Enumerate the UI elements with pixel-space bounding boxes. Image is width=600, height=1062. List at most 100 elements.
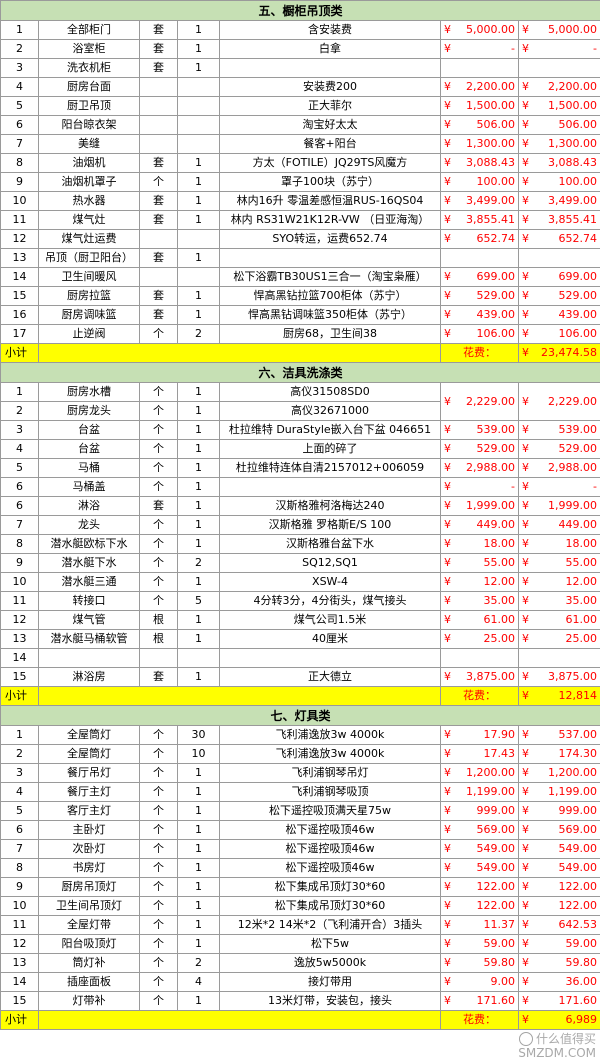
currency-symbol: ¥ xyxy=(444,670,451,683)
line-amount: ¥61.00 xyxy=(517,610,600,630)
row-number: 9 xyxy=(0,877,39,897)
amount-value: 18.00 xyxy=(483,537,516,550)
amount-value: - xyxy=(511,480,515,493)
subtotal-spacer xyxy=(38,686,441,706)
currency-symbol: ¥ xyxy=(522,804,529,817)
table-row: 14 卫生间暖风 松下浴霸TB30US1三合一（淘宝枭雁） ¥699.00 ¥699.0… xyxy=(0,267,600,287)
amount-value: 61.00 xyxy=(565,613,598,626)
row-number: 15 xyxy=(0,667,39,687)
item-name: 主卧灯 xyxy=(38,820,140,840)
item-description: 40厘米 xyxy=(219,629,441,649)
item-name: 餐厅主灯 xyxy=(38,782,140,802)
currency-symbol: ¥ xyxy=(444,785,451,798)
table-row: 11 煤气灶套 1 林内 RS31W21K12R-VW （日亚海淘） ¥3,855.41… xyxy=(0,210,600,230)
item-name: 煤气灶 xyxy=(38,210,140,230)
amount-value: 3,088.43 xyxy=(466,156,515,169)
line-amount: ¥549.00 xyxy=(517,839,600,859)
currency-symbol: ¥ xyxy=(444,99,451,112)
line-amount: ¥2,200.00 xyxy=(517,77,600,97)
unit-price: ¥999.00 xyxy=(440,801,519,821)
amount-value: 3,855.41 xyxy=(548,213,598,226)
currency-symbol: ¥ xyxy=(522,118,529,131)
item-name: 美缝 xyxy=(38,134,140,154)
amount-value: 449.00 xyxy=(476,518,516,531)
amount-value: 100.00 xyxy=(558,175,598,188)
currency-symbol: ¥ xyxy=(444,289,451,302)
currency-symbol: ¥ xyxy=(522,213,529,226)
item-description: 方太（FOTILE）JQ29TS风魔方 xyxy=(219,153,441,173)
table-row: 9 油烟机罩子个 1 罩子100块（苏宁） ¥100.00 ¥100.00 xyxy=(0,172,600,192)
table-row: 12 煤气管根 1 煤气公司1.5米 ¥61.00 ¥61.00 xyxy=(0,610,600,630)
item-name: 马桶盖 xyxy=(38,477,140,497)
unit-price: ¥106.00 xyxy=(440,324,519,344)
currency-symbol: ¥ xyxy=(444,804,451,817)
section-header: 七、灯具类 xyxy=(0,705,600,726)
amount-value: 5,000.00 xyxy=(466,23,515,36)
item-unit: 个 xyxy=(139,934,178,954)
item-name: 厨房拉篮 xyxy=(38,286,140,306)
line-amount: ¥5,000.00 xyxy=(517,20,600,40)
amount-value: 122.00 xyxy=(476,880,516,893)
row-number: 4 xyxy=(0,439,39,459)
line-amount: ¥100.00 xyxy=(517,172,600,192)
amount-value: 529.00 xyxy=(558,289,598,302)
item-quantity: 1 xyxy=(177,782,220,802)
amount-value: 1,500.00 xyxy=(466,99,515,112)
item-description: 松下遥控吸顶46w xyxy=(219,839,441,859)
currency-symbol: ¥ xyxy=(522,861,529,874)
currency-symbol: ¥ xyxy=(444,728,451,741)
item-unit: 套 xyxy=(139,58,178,78)
item-unit: 个 xyxy=(139,782,178,802)
unit-price: ¥529.00 xyxy=(440,439,519,459)
item-description: SQ12,SQ1 xyxy=(219,553,441,573)
line-amount: ¥59.80 xyxy=(517,953,600,973)
amount-value: 3,855.41 xyxy=(466,213,515,226)
row-number: 9 xyxy=(0,553,39,573)
amount-value: 506.00 xyxy=(476,118,516,131)
item-description: 悍高黑钻调味篮350柜体（苏宁） xyxy=(219,305,441,325)
currency-symbol: ¥ xyxy=(522,747,529,760)
item-unit: 个 xyxy=(139,820,178,840)
item-name: 厨房台面 xyxy=(38,77,140,97)
table-row: 17 止逆阀个 2 厨房68，卫生间38 ¥106.00 ¥106.00 xyxy=(0,324,600,344)
unit-price: ¥549.00 xyxy=(440,839,519,859)
currency-symbol: ¥ xyxy=(444,499,451,512)
item-quantity: 1 xyxy=(177,896,220,916)
unit-price: ¥569.00 xyxy=(440,820,519,840)
item-quantity: 1 xyxy=(177,496,220,516)
currency-symbol: ¥ xyxy=(444,766,451,779)
row-number: 17 xyxy=(0,324,39,344)
item-name: 厨房调味篮 xyxy=(38,305,140,325)
line-amount: ¥699.00 xyxy=(517,267,600,287)
line-amount: ¥1,200.00 xyxy=(517,763,600,783)
currency-symbol: ¥ xyxy=(444,956,451,969)
amount-value: 1,500.00 xyxy=(548,99,598,112)
amount-value: 529.00 xyxy=(476,442,516,455)
line-amount: ¥439.00 xyxy=(517,305,600,325)
item-description: 正大德立 xyxy=(219,667,441,687)
row-number: 5 xyxy=(0,801,39,821)
section-header: 五、橱柜吊顶类 xyxy=(0,0,600,21)
table-row: 7 美缝 餐客+阳台 ¥1,300.00 ¥1,300.00 xyxy=(0,134,600,154)
amount-value: 2,200.00 xyxy=(548,80,598,93)
row-number: 7 xyxy=(0,134,39,154)
item-name: 插座面板 xyxy=(38,972,140,992)
unit-price: ¥35.00 xyxy=(440,591,519,611)
row-number: 6 xyxy=(0,477,39,497)
item-quantity xyxy=(177,115,220,135)
currency-symbol: ¥ xyxy=(444,232,451,245)
amount-value: 122.00 xyxy=(476,899,516,912)
unit-price: ¥3,499.00 xyxy=(440,191,519,211)
currency-symbol: ¥ xyxy=(444,842,451,855)
currency-symbol: ¥ xyxy=(522,442,529,455)
currency-symbol: ¥ xyxy=(522,308,529,321)
subtotal-row: 小计 花费： ¥12,814 xyxy=(0,686,600,706)
item-name: 全屋灯带 xyxy=(38,915,140,935)
unit-price: ¥539.00 xyxy=(440,420,519,440)
amount-value: 17.43 xyxy=(483,747,516,760)
row-number: 2 xyxy=(0,39,39,59)
item-unit xyxy=(139,229,178,249)
currency-symbol: ¥ xyxy=(522,394,529,408)
amount-value: 2,229.00 xyxy=(548,394,598,408)
currency-symbol: ¥ xyxy=(522,785,529,798)
